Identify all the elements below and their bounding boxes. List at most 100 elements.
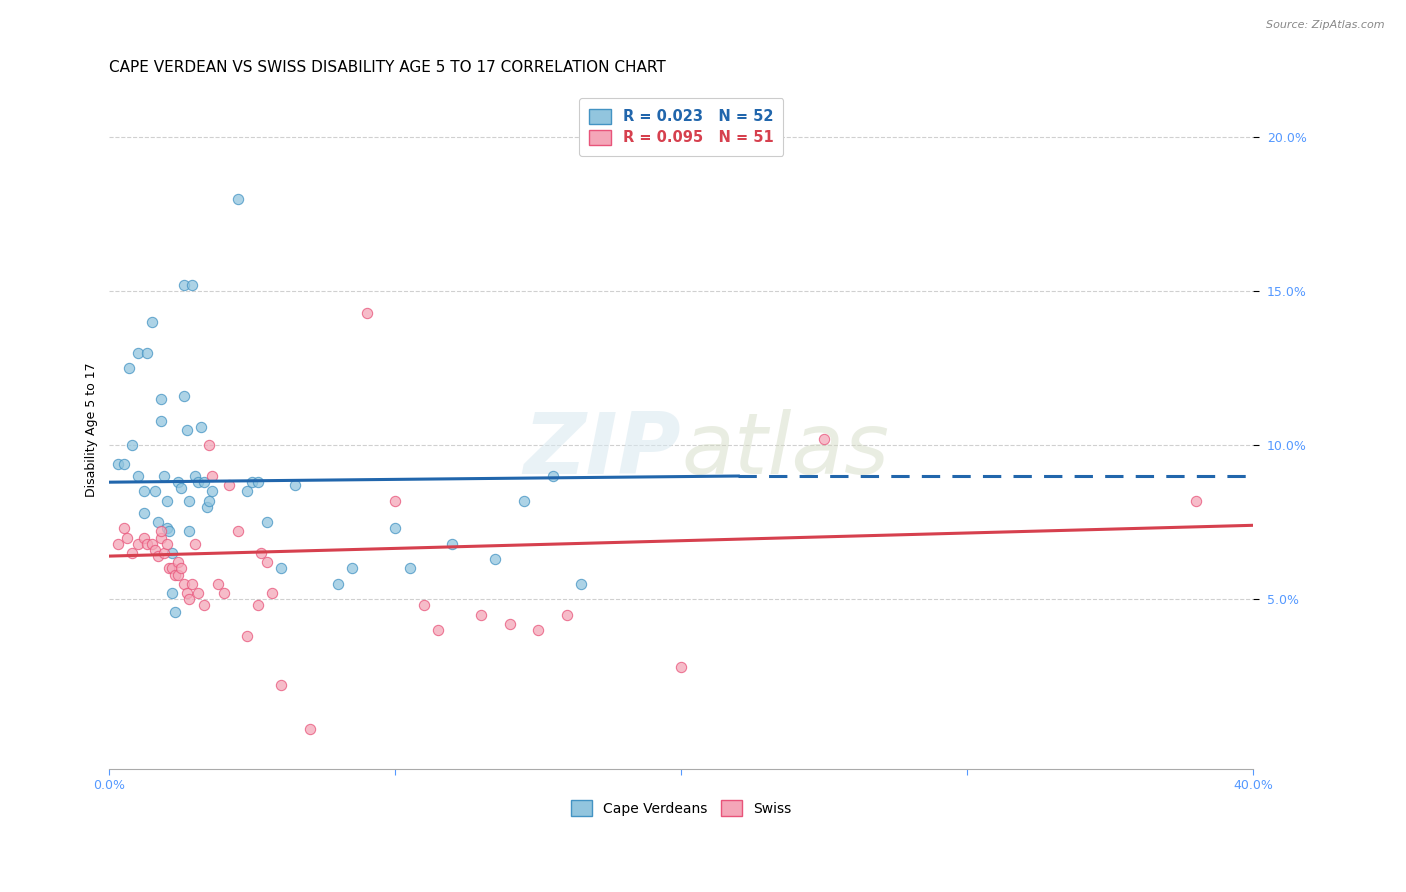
Point	[247, 599, 270, 613]
Point	[167, 475, 190, 490]
Point	[201, 484, 224, 499]
Y-axis label: Disability Age 5 to 17: Disability Age 5 to 17	[86, 362, 98, 497]
Point	[152, 469, 174, 483]
Point	[262, 586, 284, 600]
Point	[284, 478, 307, 492]
Point	[132, 531, 155, 545]
Point	[155, 537, 177, 551]
Point	[135, 537, 157, 551]
Point	[181, 577, 204, 591]
Point	[270, 561, 292, 575]
Point	[127, 537, 149, 551]
Point	[198, 493, 221, 508]
Point	[513, 493, 536, 508]
Point	[121, 438, 143, 452]
Point	[235, 484, 257, 499]
Point	[235, 629, 257, 643]
Point	[298, 722, 321, 736]
Point	[398, 561, 420, 575]
Point	[1184, 493, 1206, 508]
Point	[115, 531, 138, 545]
Point	[143, 543, 166, 558]
Point	[427, 623, 450, 637]
Point	[356, 306, 378, 320]
Point	[541, 469, 564, 483]
Point	[141, 537, 163, 551]
Point	[240, 475, 263, 490]
Point	[207, 577, 229, 591]
Point	[218, 478, 240, 492]
Point	[141, 315, 163, 329]
Point	[170, 481, 193, 495]
Point	[256, 555, 278, 569]
Point	[149, 524, 172, 539]
Point	[187, 586, 209, 600]
Point	[173, 389, 195, 403]
Point	[179, 524, 201, 539]
Point	[384, 521, 406, 535]
Point	[470, 607, 492, 622]
Point	[135, 346, 157, 360]
Point	[143, 484, 166, 499]
Point	[162, 546, 184, 560]
Point	[527, 623, 550, 637]
Point	[412, 599, 434, 613]
Point	[813, 432, 835, 446]
Point	[226, 192, 249, 206]
Point	[193, 599, 215, 613]
Point	[195, 500, 218, 514]
Point	[226, 524, 249, 539]
Point	[173, 278, 195, 293]
Point	[127, 469, 149, 483]
Point	[159, 524, 181, 539]
Point	[107, 537, 129, 551]
Text: Source: ZipAtlas.com: Source: ZipAtlas.com	[1267, 20, 1385, 29]
Point	[112, 521, 135, 535]
Point	[187, 475, 209, 490]
Point	[149, 531, 172, 545]
Point	[484, 552, 506, 566]
Point	[170, 561, 193, 575]
Point	[132, 506, 155, 520]
Point	[173, 577, 195, 591]
Point	[212, 586, 235, 600]
Point	[132, 484, 155, 499]
Point	[326, 577, 349, 591]
Point	[201, 469, 224, 483]
Point	[250, 546, 273, 560]
Point	[165, 567, 187, 582]
Point	[176, 423, 198, 437]
Point	[165, 605, 187, 619]
Point	[179, 592, 201, 607]
Point	[569, 577, 592, 591]
Point	[127, 346, 149, 360]
Point	[669, 660, 692, 674]
Point	[190, 419, 212, 434]
Point	[121, 546, 143, 560]
Point	[179, 493, 201, 508]
Point	[118, 361, 141, 376]
Point	[184, 469, 207, 483]
Point	[384, 493, 406, 508]
Point	[107, 457, 129, 471]
Point	[555, 607, 578, 622]
Point	[167, 555, 190, 569]
Point	[167, 567, 190, 582]
Point	[256, 515, 278, 529]
Point	[181, 278, 204, 293]
Point	[162, 586, 184, 600]
Point	[498, 616, 520, 631]
Point	[155, 521, 177, 535]
Point	[152, 546, 174, 560]
Point	[149, 414, 172, 428]
Point	[184, 537, 207, 551]
Point	[176, 586, 198, 600]
Point	[159, 561, 181, 575]
Text: CAPE VERDEAN VS SWISS DISABILITY AGE 5 TO 17 CORRELATION CHART: CAPE VERDEAN VS SWISS DISABILITY AGE 5 T…	[110, 60, 666, 75]
Point	[155, 493, 177, 508]
Point	[270, 678, 292, 692]
Text: atlas: atlas	[681, 409, 889, 491]
Point	[198, 438, 221, 452]
Point	[146, 515, 169, 529]
Point	[342, 561, 364, 575]
